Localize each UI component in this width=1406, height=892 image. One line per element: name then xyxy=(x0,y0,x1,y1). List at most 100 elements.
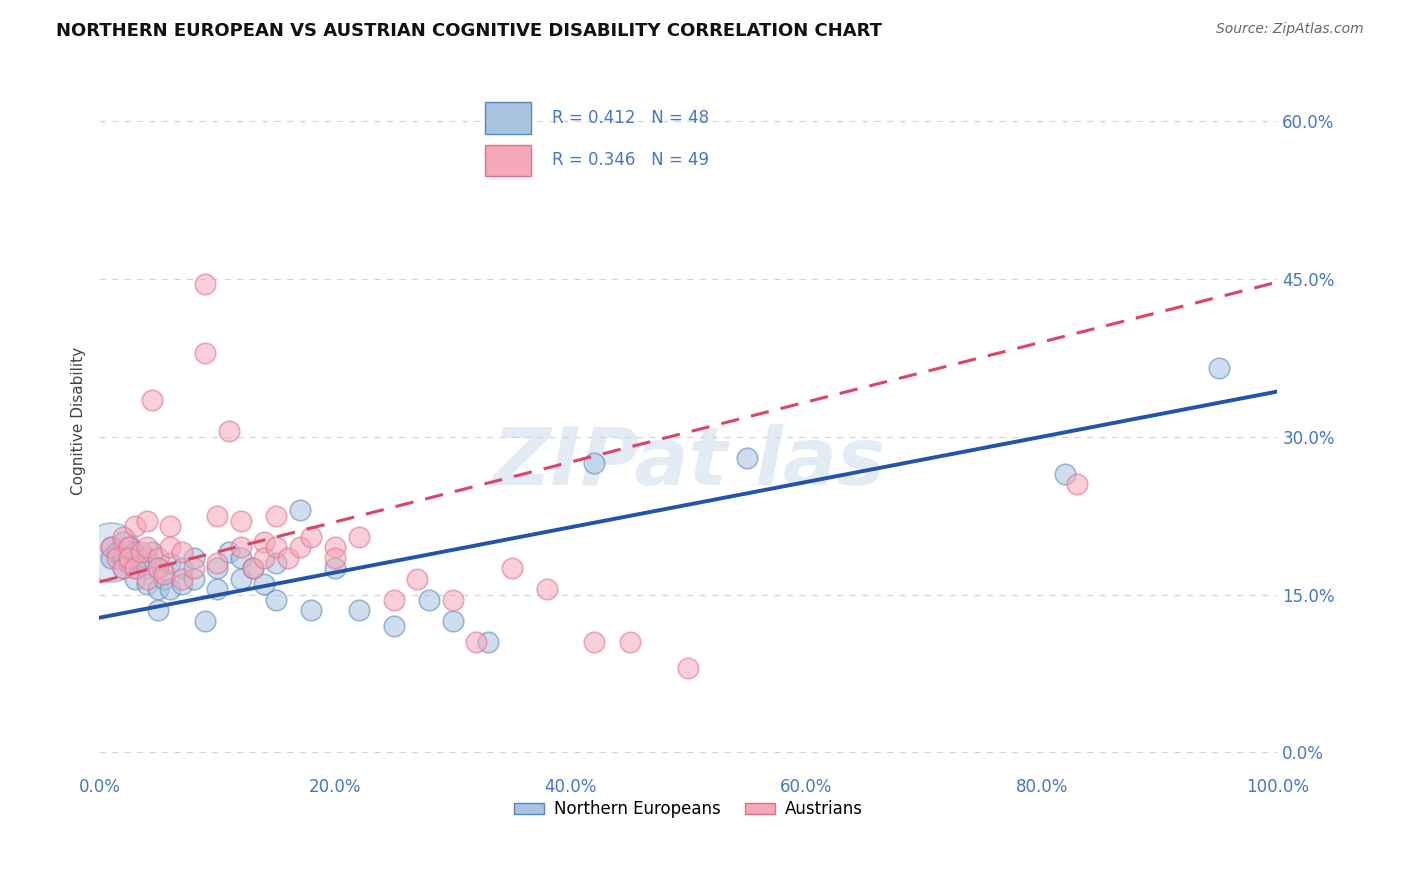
Point xyxy=(183,572,205,586)
Point xyxy=(124,519,146,533)
Point xyxy=(153,572,176,586)
Point xyxy=(148,561,170,575)
Point xyxy=(229,550,252,565)
Point xyxy=(229,572,252,586)
Point xyxy=(135,540,157,554)
Point xyxy=(124,561,146,575)
Point xyxy=(382,619,405,633)
Point xyxy=(583,456,606,470)
Point xyxy=(170,561,193,575)
Point xyxy=(124,545,146,559)
Y-axis label: Cognitive Disability: Cognitive Disability xyxy=(72,347,86,495)
Point xyxy=(264,592,287,607)
Point xyxy=(264,540,287,554)
Point xyxy=(105,550,128,565)
Point xyxy=(218,425,240,439)
Point xyxy=(194,277,217,292)
Point xyxy=(323,540,346,554)
Point xyxy=(159,556,181,570)
Point xyxy=(207,582,229,597)
Point xyxy=(678,661,700,675)
Point xyxy=(264,556,287,570)
Point xyxy=(619,635,641,649)
Point xyxy=(105,545,128,559)
Point xyxy=(536,582,558,597)
Text: Source: ZipAtlas.com: Source: ZipAtlas.com xyxy=(1216,22,1364,37)
Point xyxy=(170,572,193,586)
Point xyxy=(124,561,146,575)
Point xyxy=(183,550,205,565)
Point xyxy=(242,561,264,575)
Point xyxy=(406,572,429,586)
Point xyxy=(501,561,523,575)
Point xyxy=(100,550,122,565)
Point xyxy=(118,556,141,570)
Point xyxy=(111,561,134,575)
Point xyxy=(148,603,170,617)
Point xyxy=(382,592,405,607)
Point xyxy=(135,561,157,575)
Point xyxy=(253,577,276,591)
Point xyxy=(465,635,488,649)
Point xyxy=(264,508,287,523)
Point xyxy=(229,540,252,554)
Point xyxy=(135,572,157,586)
Point xyxy=(1066,477,1088,491)
Point xyxy=(129,545,152,559)
Point xyxy=(194,345,217,359)
Point xyxy=(153,566,176,581)
Point xyxy=(418,592,440,607)
Point xyxy=(170,545,193,559)
Point xyxy=(347,530,370,544)
Point xyxy=(207,561,229,575)
Point xyxy=(277,550,299,565)
Point xyxy=(135,577,157,591)
Point xyxy=(111,561,134,575)
Point xyxy=(218,545,240,559)
Point xyxy=(148,561,170,575)
Point xyxy=(253,550,276,565)
Point xyxy=(111,530,134,544)
Point xyxy=(118,550,141,565)
Point xyxy=(141,392,163,407)
Point xyxy=(118,540,141,554)
Point xyxy=(323,550,346,565)
Point xyxy=(159,540,181,554)
Point xyxy=(141,545,163,559)
Point xyxy=(111,550,134,565)
Point xyxy=(100,540,122,554)
Point xyxy=(441,592,464,607)
Point xyxy=(323,561,346,575)
Point xyxy=(288,540,311,554)
Point xyxy=(207,508,229,523)
Point xyxy=(253,535,276,549)
Text: ZIPat las: ZIPat las xyxy=(492,425,884,502)
Point xyxy=(737,450,759,465)
Point xyxy=(1208,361,1230,376)
Point xyxy=(100,540,122,554)
Point xyxy=(159,582,181,597)
Point xyxy=(159,519,181,533)
Point xyxy=(135,514,157,528)
Text: NORTHERN EUROPEAN VS AUSTRIAN COGNITIVE DISABILITY CORRELATION CHART: NORTHERN EUROPEAN VS AUSTRIAN COGNITIVE … xyxy=(56,22,882,40)
Point xyxy=(118,540,141,554)
Point xyxy=(1054,467,1077,481)
Point xyxy=(124,572,146,586)
Point xyxy=(477,635,499,649)
Point xyxy=(170,577,193,591)
Point xyxy=(229,514,252,528)
Legend: Northern Europeans, Austrians: Northern Europeans, Austrians xyxy=(508,794,870,825)
Point xyxy=(129,550,152,565)
Point xyxy=(111,535,134,549)
Point xyxy=(194,614,217,628)
Point xyxy=(441,614,464,628)
Point xyxy=(583,635,606,649)
Point xyxy=(148,582,170,597)
Point xyxy=(301,603,323,617)
Point xyxy=(100,545,122,559)
Point xyxy=(148,550,170,565)
Point xyxy=(183,561,205,575)
Point xyxy=(288,503,311,517)
Point xyxy=(347,603,370,617)
Point xyxy=(301,530,323,544)
